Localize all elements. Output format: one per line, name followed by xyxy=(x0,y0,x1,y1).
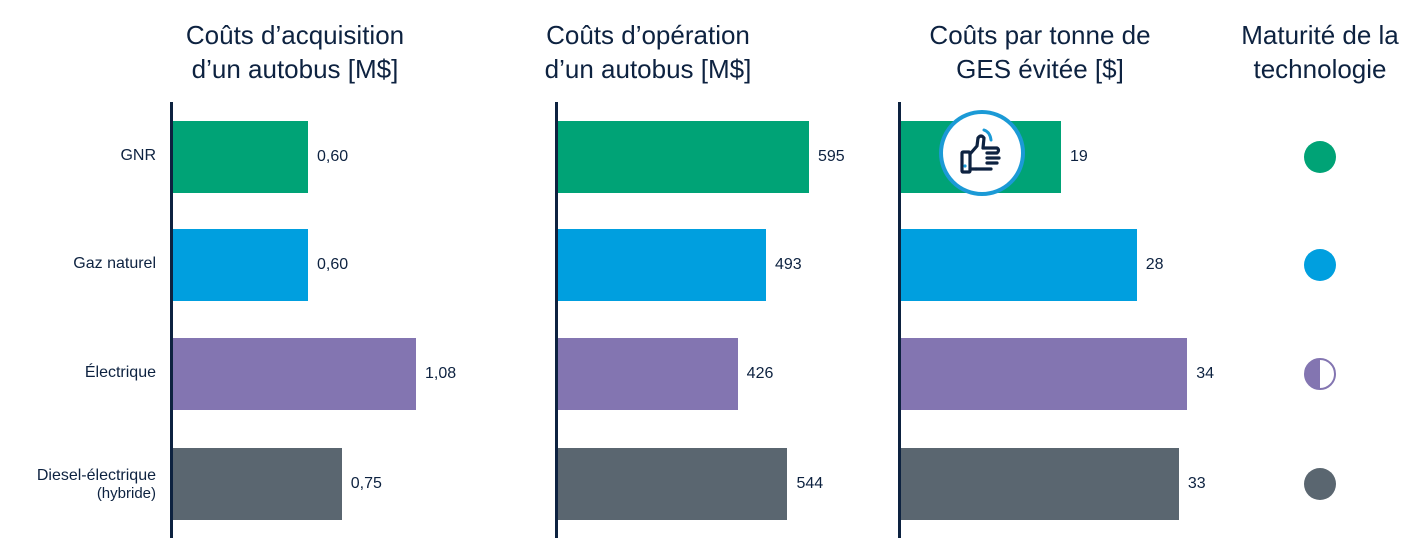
maturity-full-dot xyxy=(1304,141,1336,173)
maturity-half-dot xyxy=(1304,358,1336,390)
data-label: 544 xyxy=(796,475,824,492)
data-label: 426 xyxy=(746,365,774,382)
thumbs-up-icon xyxy=(960,128,1001,174)
panel-title: Maturité de la technologie xyxy=(1241,20,1399,84)
data-label: 0,60 xyxy=(317,256,349,273)
panel-title: Coûts par tonne de GES évitée [$] xyxy=(929,20,1151,84)
maturity-full-dot xyxy=(1304,468,1336,500)
bar xyxy=(173,448,342,520)
data-label: 1,08 xyxy=(425,365,457,382)
data-label: 28 xyxy=(1145,256,1164,273)
category-name: GNR xyxy=(120,147,156,164)
bar xyxy=(173,121,308,193)
data-label: 34 xyxy=(1196,365,1215,382)
category-label: Électrique xyxy=(0,364,156,382)
category-label: Diesel-électrique (hybride) xyxy=(0,467,156,502)
category-name: Diesel-électrique xyxy=(36,467,156,484)
maturity-full-dot xyxy=(1304,249,1336,281)
bar xyxy=(558,229,766,301)
bar xyxy=(558,338,738,410)
thumbs-up-badge xyxy=(939,110,1025,196)
bar xyxy=(901,229,1137,301)
panel-title: Coûts d’opération d’un autobus [M$] xyxy=(544,20,752,84)
data-label: 0,60 xyxy=(317,148,349,165)
bar xyxy=(173,229,308,301)
data-label: 493 xyxy=(774,256,802,273)
category-label: Gaz naturel xyxy=(0,255,156,273)
bar xyxy=(558,448,788,520)
data-label: 19 xyxy=(1069,148,1088,165)
bar xyxy=(901,448,1179,520)
category-name: Gaz naturel xyxy=(73,255,156,272)
axis-line xyxy=(555,102,558,538)
axis-line xyxy=(170,102,173,538)
data-label: 595 xyxy=(817,148,845,165)
bar xyxy=(901,338,1188,410)
data-label: 0,75 xyxy=(350,475,382,492)
category-name: Électrique xyxy=(84,364,156,381)
panel-title: Coûts d’acquisition d’un autobus [M$] xyxy=(185,20,405,84)
category-label: GNR xyxy=(0,147,156,165)
bar xyxy=(173,338,416,410)
bar xyxy=(558,121,809,193)
axis-line xyxy=(898,102,901,538)
data-label: 33 xyxy=(1187,475,1206,492)
category-subname: (hybride) xyxy=(96,485,156,502)
